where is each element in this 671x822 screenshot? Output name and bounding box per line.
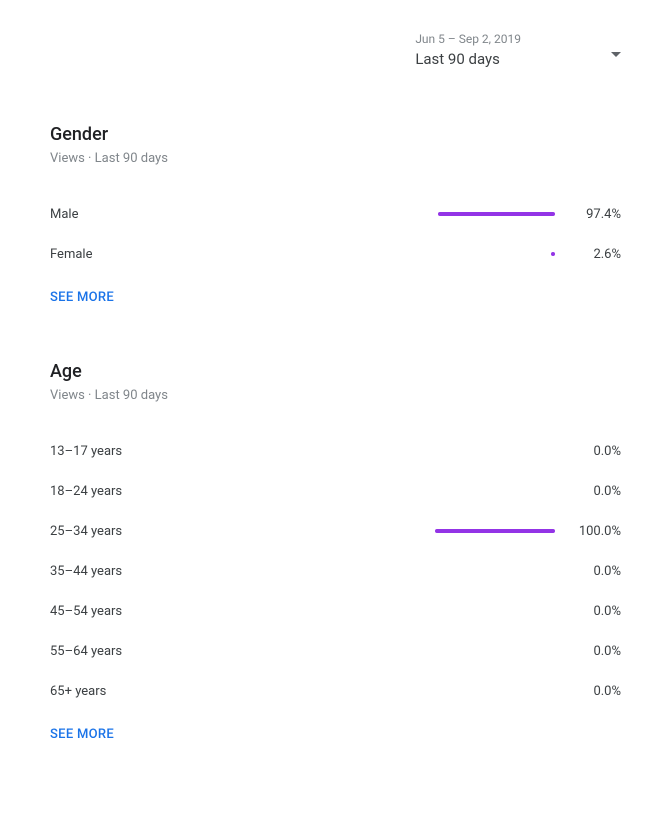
data-row: Male 97.4%: [50, 194, 621, 234]
date-range-text: Jun 5 – Sep 2, 2019: [415, 32, 521, 46]
gender-section: Gender Views · Last 90 days Male 97.4% Fem…: [50, 124, 621, 305]
row-label: 35–44 years: [50, 564, 210, 579]
bar-track: [435, 529, 555, 533]
date-range-dropdown[interactable]: Jun 5 – Sep 2, 2019 Last 90 days: [50, 32, 621, 68]
gender-rows: Male 97.4% Female 2.6%: [50, 194, 621, 274]
row-bar-area: [210, 449, 571, 453]
row-value: 2.6%: [571, 247, 621, 262]
row-bar-area: [210, 212, 571, 216]
row-bar-area: [210, 609, 571, 613]
row-value: 0.0%: [571, 564, 621, 579]
gender-see-more-link[interactable]: SEE MORE: [50, 290, 621, 305]
row-label: 18–24 years: [50, 484, 210, 499]
bar-track: [435, 489, 555, 493]
row-value: 100.0%: [571, 524, 621, 539]
bar-track: [435, 689, 555, 693]
row-label: Male: [50, 207, 210, 222]
bar-track: [435, 569, 555, 573]
row-bar-area: [210, 529, 571, 533]
row-value: 0.0%: [571, 644, 621, 659]
data-row: 55–64 years 0.0%: [50, 631, 621, 671]
bar-track: [435, 649, 555, 653]
row-label: 25–34 years: [50, 524, 210, 539]
data-row: 35–44 years 0.0%: [50, 551, 621, 591]
age-see-more-link[interactable]: SEE MORE: [50, 727, 621, 742]
age-title: Age: [50, 361, 621, 382]
row-label: 55–64 years: [50, 644, 210, 659]
data-row: 13–17 years 0.0%: [50, 431, 621, 471]
row-bar-area: [210, 252, 571, 256]
date-range-label: Last 90 days: [415, 50, 521, 68]
row-value: 0.0%: [571, 484, 621, 499]
date-range-body: Jun 5 – Sep 2, 2019 Last 90 days: [415, 32, 521, 68]
row-value: 0.0%: [571, 444, 621, 459]
bar-fill: [438, 212, 555, 216]
row-bar-area: [210, 649, 571, 653]
data-row: 18–24 years 0.0%: [50, 471, 621, 511]
row-label: 65+ years: [50, 684, 210, 699]
bar-track: [435, 449, 555, 453]
gender-title: Gender: [50, 124, 621, 145]
data-row: 25–34 years 100.0%: [50, 511, 621, 551]
bar-fill: [435, 529, 555, 533]
dropdown-arrow-icon: [611, 52, 621, 57]
row-bar-area: [210, 689, 571, 693]
bar-track: [435, 609, 555, 613]
age-rows: 13–17 years 0.0% 18–24 years 0.0% 25–34 year…: [50, 431, 621, 711]
bar-track: [435, 252, 555, 256]
row-label: 13–17 years: [50, 444, 210, 459]
bar-fill: [551, 252, 555, 256]
age-subtitle: Views · Last 90 days: [50, 388, 621, 403]
gender-subtitle: Views · Last 90 days: [50, 151, 621, 166]
row-value: 0.0%: [571, 684, 621, 699]
data-row: Female 2.6%: [50, 234, 621, 274]
row-label: 45–54 years: [50, 604, 210, 619]
bar-track: [435, 212, 555, 216]
row-bar-area: [210, 569, 571, 573]
data-row: 65+ years 0.0%: [50, 671, 621, 711]
age-section: Age Views · Last 90 days 13–17 years 0.0%…: [50, 361, 621, 742]
row-bar-area: [210, 489, 571, 493]
data-row: 45–54 years 0.0%: [50, 591, 621, 631]
row-value: 0.0%: [571, 604, 621, 619]
row-label: Female: [50, 247, 210, 262]
row-value: 97.4%: [571, 207, 621, 222]
